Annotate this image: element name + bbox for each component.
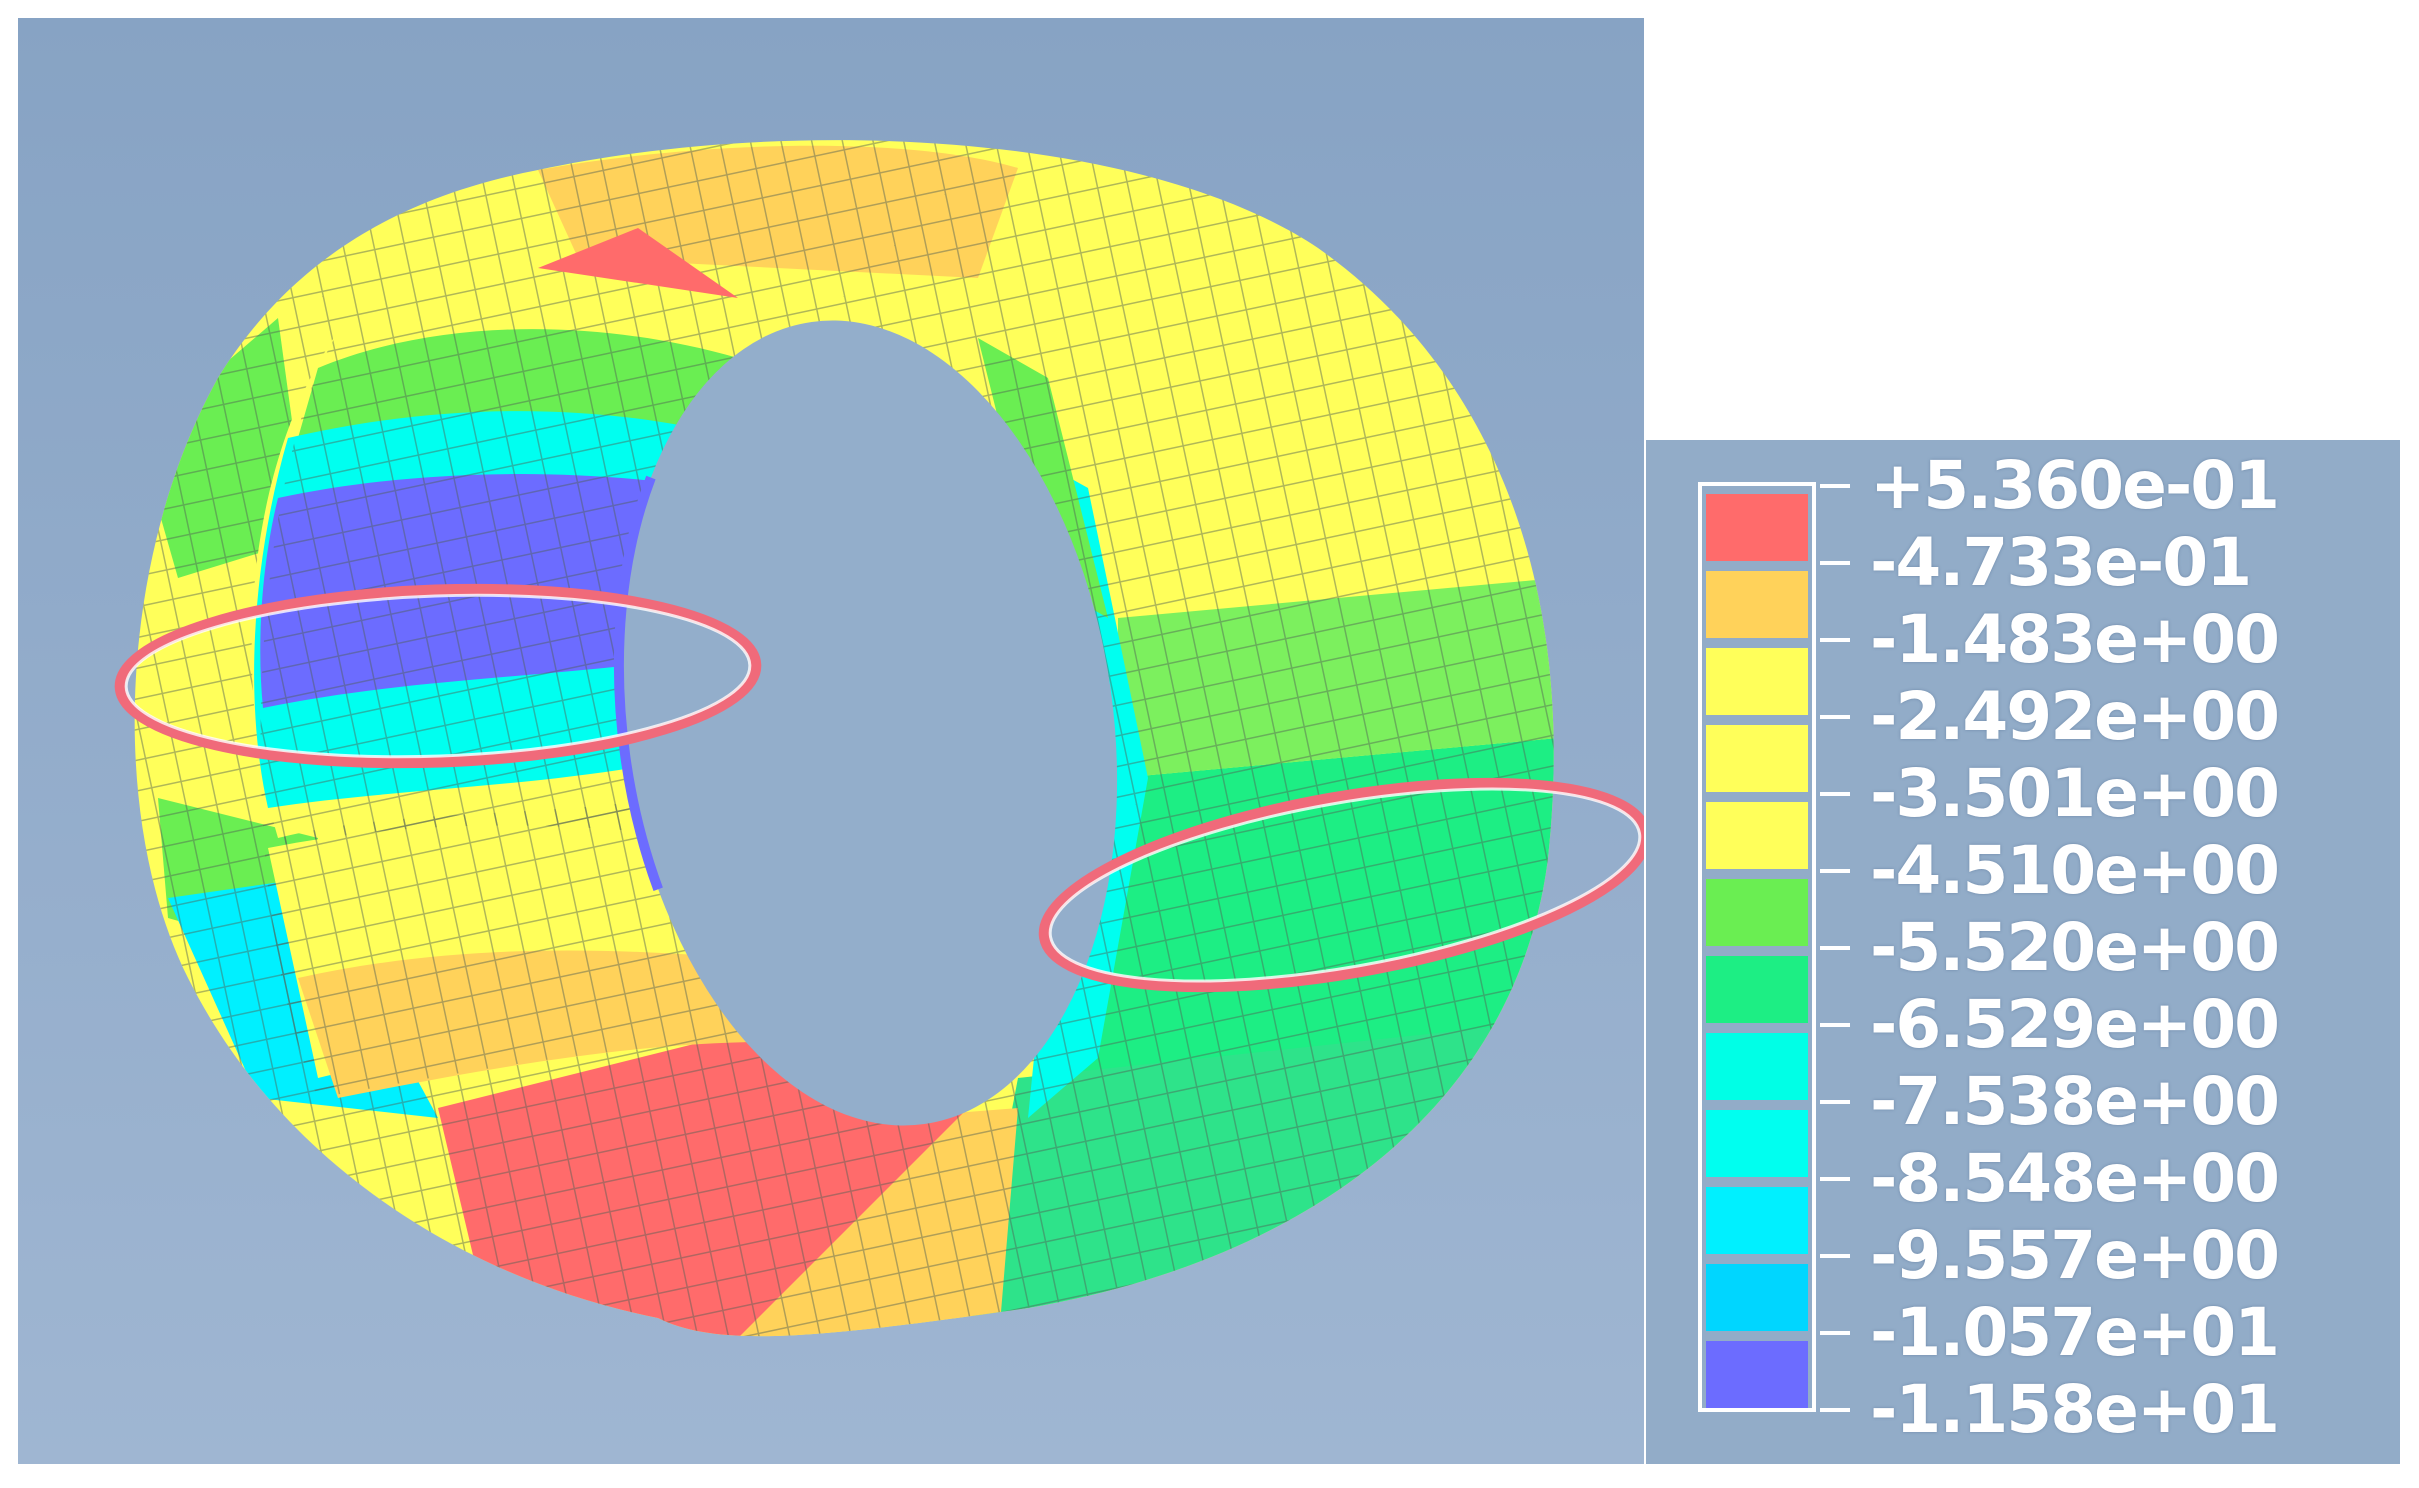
legend-swatch xyxy=(1706,1110,1808,1177)
cylinder-contour-plot xyxy=(114,140,1644,1337)
legend-tick-label: -5.520e+00 xyxy=(1870,909,2280,986)
legend-swatch xyxy=(1706,1264,1808,1331)
legend-tick-label: -9.557e+00 xyxy=(1870,1217,2280,1294)
legend-tick-label: -2.492e+00 xyxy=(1870,678,2280,755)
legend-swatch xyxy=(1706,879,1808,946)
legend-tick xyxy=(1820,946,1850,950)
legend-swatch xyxy=(1706,725,1808,792)
legend-swatch xyxy=(1706,1033,1808,1100)
inner-top-red xyxy=(538,228,738,298)
legend-tick-label: -8.548e+00 xyxy=(1870,1140,2280,1217)
legend-swatch xyxy=(1706,802,1808,869)
legend-tick xyxy=(1820,715,1850,719)
legend-color-bar xyxy=(1698,482,1816,1412)
legend-tick xyxy=(1820,484,1850,488)
cylinder-opening xyxy=(618,320,1118,1126)
legend-tick xyxy=(1820,1254,1850,1258)
legend-swatch xyxy=(1706,1341,1808,1408)
legend-tick-label: -1.158e+01 xyxy=(1870,1371,2280,1448)
legend-tick-label: -3.501e+00 xyxy=(1870,755,2280,832)
legend-tick xyxy=(1820,1177,1850,1181)
legend-swatch xyxy=(1706,648,1808,715)
model-viewport xyxy=(18,18,1644,1464)
legend-tick-label: +5.360e-01 xyxy=(1870,447,2280,524)
legend-tick xyxy=(1820,1408,1850,1412)
legend-tick-label: -4.510e+00 xyxy=(1870,832,2280,909)
legend-tick xyxy=(1820,1100,1850,1104)
legend-tick-label: -1.483e+00 xyxy=(1870,601,2280,678)
highlight-ellipse-left-inner xyxy=(124,593,752,759)
legend-tick xyxy=(1820,561,1850,565)
legend-swatch xyxy=(1706,571,1808,638)
legend-swatch xyxy=(1706,956,1808,1023)
opening-inner-rim-blue xyxy=(613,315,1123,1131)
contour-legend: +5.360e-01 -4.733e-01 -1.483e+00 -2.492e+00… xyxy=(1646,440,2400,1464)
legend-tick xyxy=(1820,1023,1850,1027)
legend-tick-label: -6.529e+00 xyxy=(1870,986,2280,1063)
legend-tick xyxy=(1820,638,1850,642)
highlight-ellipse-left xyxy=(114,583,762,769)
highlight-ellipse-right-inner xyxy=(1048,787,1642,983)
legend-tick xyxy=(1820,869,1850,873)
legend-tick xyxy=(1820,1331,1850,1335)
legend-tick-label: -7.538e+00 xyxy=(1870,1063,2280,1140)
legend-swatch xyxy=(1706,1187,1808,1254)
legend-swatch xyxy=(1706,494,1808,561)
legend-tick xyxy=(1820,792,1850,796)
legend-tick-label: -1.057e+01 xyxy=(1870,1294,2280,1371)
highlight-ellipse-right xyxy=(1038,777,1644,993)
legend-tick-label: -4.733e-01 xyxy=(1870,524,2252,601)
